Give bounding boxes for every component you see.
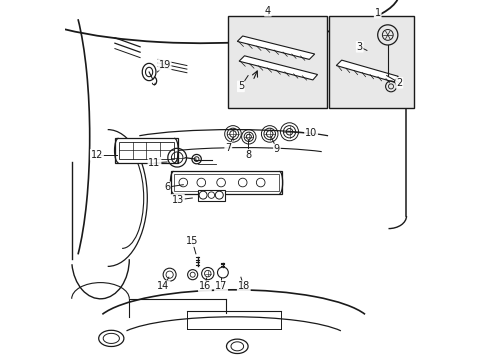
Text: 19: 19 bbox=[158, 60, 170, 70]
Text: 6: 6 bbox=[163, 182, 170, 192]
Text: 3: 3 bbox=[356, 42, 362, 52]
Text: 9: 9 bbox=[273, 144, 280, 154]
Polygon shape bbox=[237, 36, 314, 59]
Bar bbox=[328, 16, 413, 108]
Bar bbox=[115, 138, 178, 163]
Bar bbox=[197, 190, 224, 201]
Text: 18: 18 bbox=[237, 281, 249, 291]
Text: 15: 15 bbox=[186, 236, 198, 246]
Text: 12: 12 bbox=[91, 150, 103, 160]
Text: 4: 4 bbox=[264, 6, 270, 16]
Text: 8: 8 bbox=[244, 150, 251, 160]
Bar bbox=[170, 171, 282, 194]
Text: 14: 14 bbox=[157, 281, 169, 291]
Bar bbox=[228, 16, 326, 108]
Text: 16: 16 bbox=[198, 281, 211, 291]
Text: 1: 1 bbox=[374, 8, 380, 18]
Text: 7: 7 bbox=[224, 143, 231, 153]
Text: 17: 17 bbox=[214, 281, 227, 291]
Text: 5: 5 bbox=[237, 81, 244, 91]
Text: 11: 11 bbox=[148, 158, 160, 168]
Text: 10: 10 bbox=[305, 128, 317, 138]
Bar bbox=[174, 174, 278, 191]
Text: 13: 13 bbox=[171, 195, 183, 205]
Text: 2: 2 bbox=[395, 78, 402, 88]
Polygon shape bbox=[336, 60, 397, 82]
Bar bbox=[119, 142, 173, 159]
Polygon shape bbox=[239, 56, 317, 80]
